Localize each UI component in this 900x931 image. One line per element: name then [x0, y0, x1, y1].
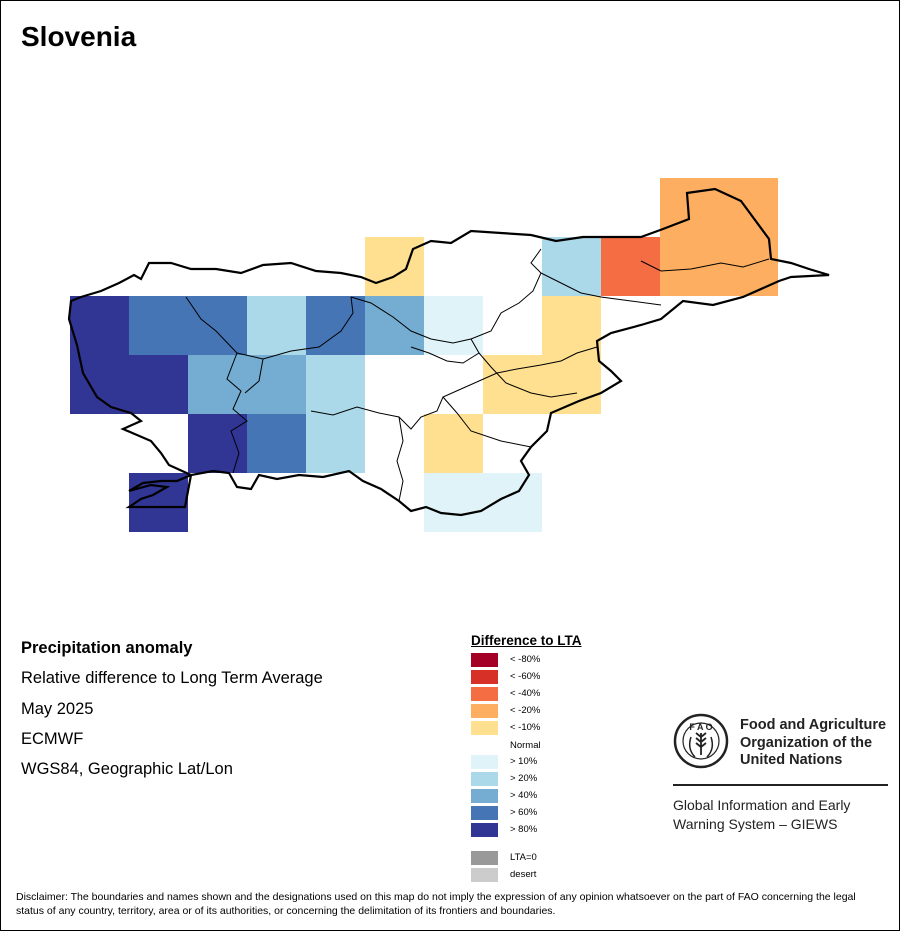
legend-swatch	[471, 823, 498, 837]
legend-label: > 80%	[510, 824, 538, 835]
legend-swatch	[471, 653, 498, 667]
country-border	[67, 187, 830, 517]
legend-swatch	[471, 868, 498, 882]
grid-cell	[188, 414, 247, 473]
legend-swatch	[471, 670, 498, 684]
map-info-heading: Precipitation anomaly	[21, 639, 193, 657]
region-line	[310, 388, 462, 430]
legend-label: desert	[510, 869, 537, 880]
grid-cell	[542, 296, 601, 355]
legend-label: > 40%	[510, 790, 538, 801]
legend-label: LTA=0	[510, 852, 537, 863]
grid-cell	[542, 237, 601, 296]
grid-cell	[424, 296, 483, 355]
region-line	[540, 272, 662, 306]
grid-cell	[483, 355, 542, 414]
grid-cell	[660, 237, 719, 296]
legend-swatch	[471, 851, 498, 865]
region-boundaries	[67, 187, 830, 517]
anomaly-grid	[70, 178, 778, 532]
legend-label: < -40%	[510, 688, 541, 699]
grid-cell	[129, 355, 188, 414]
legend-label: < -80%	[510, 654, 541, 665]
giews-name: Global Information and Early Warning Sys…	[673, 796, 850, 834]
grid-cell	[365, 237, 424, 296]
region-line	[460, 346, 598, 390]
legend-normal-label: Normal	[510, 740, 541, 751]
map-info-subtitle: Relative difference to Long Term Average	[21, 669, 323, 687]
grid-cell	[247, 355, 306, 414]
legend-title: Difference to LTA	[471, 633, 582, 648]
legend-swatch	[471, 704, 498, 718]
giews-line: Warning System – GIEWS	[673, 816, 838, 832]
grid-cell	[306, 355, 365, 414]
grid-cell	[70, 355, 129, 414]
region-line	[244, 358, 264, 394]
grid-cell	[424, 473, 483, 532]
grid-cell	[424, 414, 483, 473]
svg-text:F A O: F A O	[689, 722, 712, 732]
region-line	[350, 296, 480, 364]
legend-label: < -60%	[510, 671, 541, 682]
fao-logo-icon: F A O	[673, 713, 729, 769]
grid-cell	[601, 237, 660, 296]
grid-cell	[129, 473, 188, 532]
map-title: Slovenia	[21, 21, 137, 52]
region-line	[640, 258, 770, 272]
region-line	[478, 352, 578, 398]
map-info-source: ECMWF	[21, 730, 84, 748]
legend-swatch	[471, 755, 498, 769]
grid-cell	[70, 296, 129, 355]
disclaimer: Disclaimer: The boundaries and names sho…	[16, 891, 856, 917]
grid-cell	[483, 473, 542, 532]
region-line	[442, 396, 532, 448]
legend-swatch	[471, 789, 498, 803]
map-info-projection: WGS84, Geographic Lat/Lon	[21, 760, 233, 778]
fao-name-line: Organization of the	[740, 734, 873, 751]
giews-line: Global Information and Early	[673, 797, 851, 813]
legend-swatch	[471, 806, 498, 820]
region-line	[396, 416, 404, 502]
fao-name-line: Food and Agriculture	[740, 717, 887, 733]
grid-cell	[129, 296, 188, 355]
legend-swatch	[471, 721, 498, 735]
fao-name-line: United Nations	[740, 752, 843, 768]
map-info-date: May 2025	[21, 700, 94, 718]
legend-swatch	[471, 772, 498, 786]
legend-label: > 60%	[510, 807, 538, 818]
grid-cell	[247, 296, 306, 355]
grid-cell	[188, 296, 247, 355]
grid-cell	[660, 178, 719, 237]
region-line	[185, 296, 248, 474]
grid-cell	[306, 296, 365, 355]
grid-cell	[306, 414, 365, 473]
legend-label: > 10%	[510, 756, 538, 767]
fao-name: Food and Agriculture Organization of the…	[740, 717, 886, 770]
legend-swatch	[471, 687, 498, 701]
grid-cell	[247, 414, 306, 473]
grid-cell	[188, 355, 247, 414]
legend-label: < -20%	[510, 705, 541, 716]
legend-label: < -10%	[510, 722, 541, 733]
region-line	[470, 248, 542, 340]
legend-label: > 20%	[510, 773, 538, 784]
grid-cell	[719, 178, 778, 237]
divider	[673, 784, 888, 786]
